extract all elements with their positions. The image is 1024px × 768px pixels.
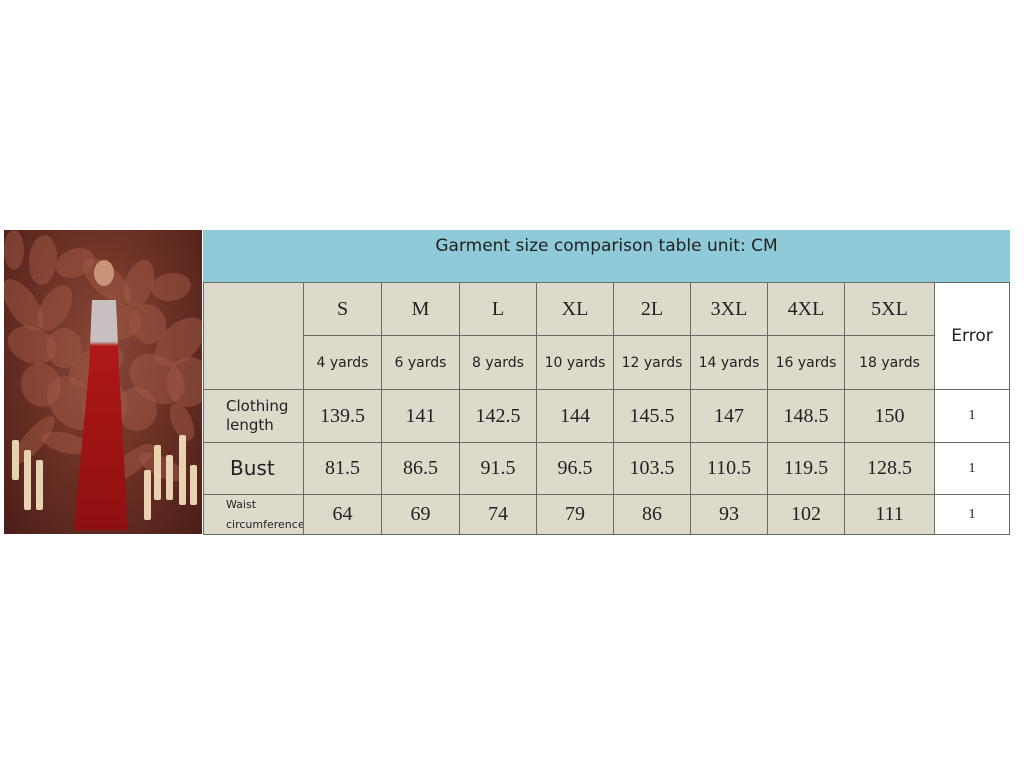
yards-cell: 10 yards	[536, 335, 614, 390]
value-cell: 81.5	[303, 442, 382, 495]
size-header: XL	[536, 282, 614, 336]
error-cell: 1	[934, 442, 1010, 495]
row-label: Bust	[203, 442, 304, 495]
value-cell: 110.5	[690, 442, 768, 495]
value-cell: 64	[303, 494, 382, 535]
value-cell: 147	[690, 389, 768, 443]
yards-cell: 6 yards	[381, 335, 460, 390]
value-cell: 119.5	[767, 442, 845, 495]
yards-cell: 16 yards	[767, 335, 845, 390]
value-cell: 74	[459, 494, 537, 535]
value-cell: 86.5	[381, 442, 460, 495]
size-header: 2L	[613, 282, 691, 336]
size-header: 4XL	[767, 282, 845, 336]
foliage	[149, 270, 193, 304]
candle	[154, 445, 161, 500]
row-label: Clothing length	[203, 389, 304, 443]
value-cell: 142.5	[459, 389, 537, 443]
size-header: M	[381, 282, 460, 336]
foliage	[26, 233, 60, 287]
size-header: 3XL	[690, 282, 768, 336]
size-header: 5XL	[844, 282, 935, 336]
size-header: L	[459, 282, 537, 336]
value-cell: 150	[844, 389, 935, 443]
model-head	[94, 260, 114, 286]
candle	[12, 440, 19, 480]
candle	[144, 470, 151, 520]
value-cell: 69	[381, 494, 460, 535]
value-cell: 79	[536, 494, 614, 535]
value-cell: 111	[844, 494, 935, 535]
table-title-bar: Garment size comparison table unit: CM	[203, 230, 1010, 282]
error-header: Error	[934, 282, 1010, 390]
row-label-text: Bust	[230, 456, 275, 480]
yards-cell: 18 yards	[844, 335, 935, 390]
row-label-text: Waist	[226, 498, 257, 511]
table-title: Garment size comparison table unit: CM	[435, 236, 778, 256]
error-cell: 1	[934, 494, 1010, 535]
value-cell: 96.5	[536, 442, 614, 495]
error-cell: 1	[934, 389, 1010, 443]
yards-cell: 8 yards	[459, 335, 537, 390]
row-label: Waist circumference	[203, 494, 305, 535]
product-photo	[4, 230, 202, 534]
value-cell: 102	[767, 494, 845, 535]
row-label-text: circumference	[226, 518, 305, 531]
yards-cell: 14 yards	[690, 335, 768, 390]
candle	[190, 465, 197, 505]
value-cell: 93	[690, 494, 768, 535]
value-cell: 145.5	[613, 389, 691, 443]
value-cell: 128.5	[844, 442, 935, 495]
row-label-text: Clothing length	[226, 397, 289, 434]
yards-cell: 4 yards	[303, 335, 382, 390]
value-cell: 91.5	[459, 442, 537, 495]
candle	[179, 435, 186, 505]
value-cell: 103.5	[613, 442, 691, 495]
foliage	[4, 230, 24, 270]
value-cell: 144	[536, 389, 614, 443]
yards-cell: 12 yards	[613, 335, 691, 390]
candle	[24, 450, 31, 510]
candle	[36, 460, 43, 510]
value-cell: 86	[613, 494, 691, 535]
value-cell: 139.5	[303, 389, 382, 443]
value-cell: 148.5	[767, 389, 845, 443]
candle	[166, 455, 173, 500]
corner-cell	[203, 282, 304, 390]
size-header: S	[303, 282, 382, 336]
value-cell: 141	[381, 389, 460, 443]
